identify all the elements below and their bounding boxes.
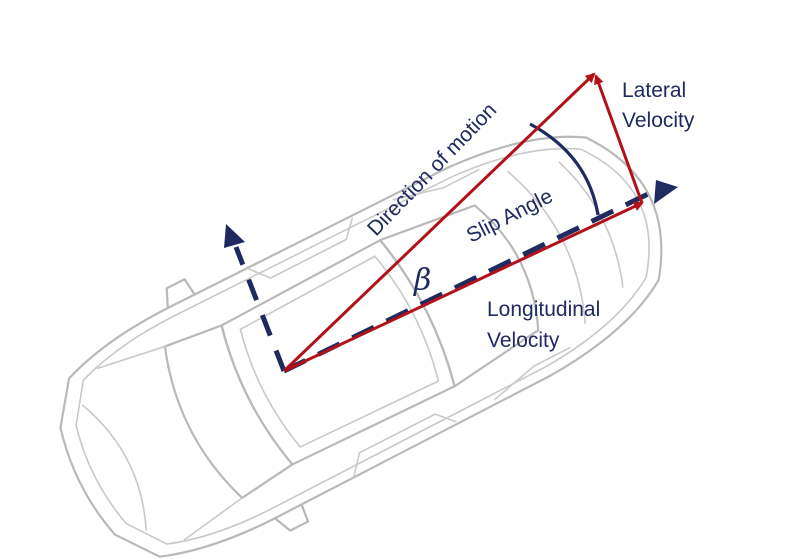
car-body-inner (75, 147, 650, 545)
longitudinal-axis-arrowhead (654, 180, 678, 204)
car-body-outline (59, 135, 663, 558)
car-mirror-right (273, 503, 310, 532)
car-door-seam-bottom (353, 413, 457, 477)
label-lateral-line2: Velocity (622, 109, 695, 132)
label-slip-angle: Slip Angle (463, 185, 557, 248)
car-side-intake-bottom (494, 347, 571, 401)
car-hood-line-2 (96, 345, 166, 370)
car-door-seam-top (248, 217, 354, 279)
direction-of-motion-vector (282, 72, 596, 373)
car-hood-line-3 (183, 497, 243, 541)
car-rear-window (379, 204, 540, 388)
car-outline (59, 135, 663, 558)
car-windshield (163, 324, 294, 500)
longitudinal-axis-dashed (282, 191, 650, 374)
car-side-intake-top (392, 168, 480, 201)
car-hood-line-1 (81, 404, 148, 531)
label-lateral-line1: Lateral (622, 79, 686, 102)
longitudinal-velocity-vector (283, 201, 644, 373)
label-longitudinal-line1: Longitudinal (487, 298, 600, 321)
car-mirror-left (165, 278, 196, 310)
label-beta: β (413, 263, 431, 298)
lateral-axis-arrowhead (224, 224, 245, 248)
car-rear-deck-2 (558, 161, 624, 288)
slip-angle-arc (529, 122, 600, 216)
lateral-velocity-vector (594, 74, 644, 204)
car-roof-inner (239, 255, 440, 448)
label-longitudinal-line2: Velocity (487, 329, 560, 352)
